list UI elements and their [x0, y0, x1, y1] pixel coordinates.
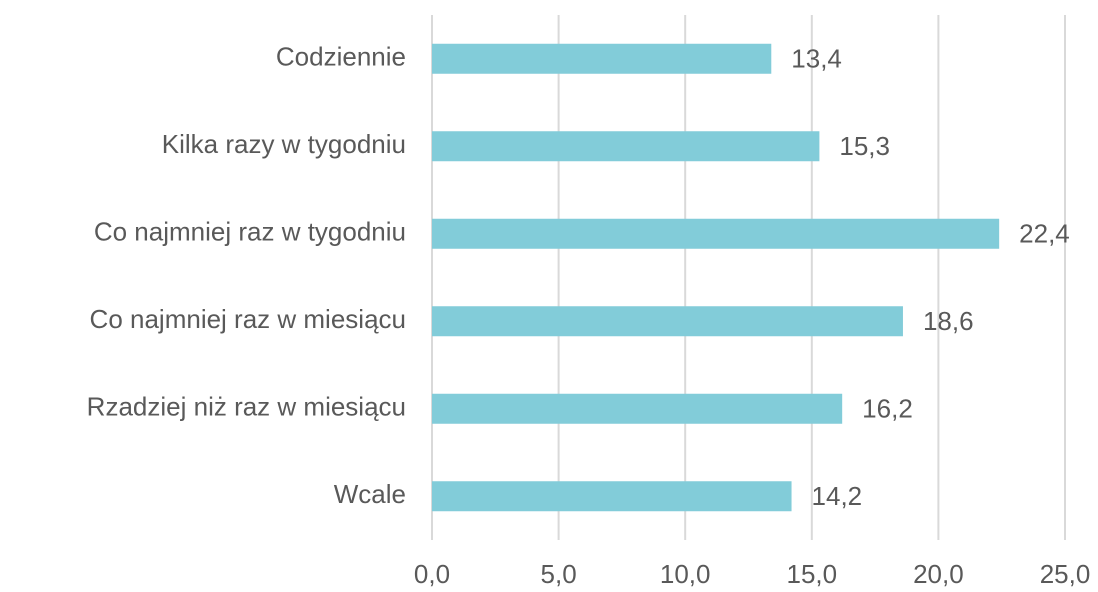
- data-label: 14,2: [812, 481, 863, 511]
- x-tick-label: 10,0: [660, 559, 711, 589]
- y-tick-label: Co najmniej raz w tygodniu: [94, 217, 406, 247]
- bar: [432, 218, 1000, 249]
- x-tick-label: 15,0: [786, 559, 837, 589]
- x-tick-label: 20,0: [913, 559, 964, 589]
- bar: [432, 131, 820, 162]
- x-tick-label: 25,0: [1040, 559, 1091, 589]
- data-label: 15,3: [839, 131, 890, 161]
- data-label: 16,2: [862, 394, 913, 424]
- data-label: 22,4: [1019, 219, 1070, 249]
- bar: [432, 481, 792, 512]
- bar: [432, 393, 843, 424]
- bar: [432, 43, 772, 74]
- x-tick-label: 0,0: [414, 559, 450, 589]
- y-tick-label: Wcale: [334, 479, 406, 509]
- bar: [432, 306, 903, 337]
- y-tick-label: Kilka razy w tygodniu: [162, 129, 406, 159]
- y-tick-label: Codziennie: [276, 42, 406, 72]
- y-tick-label: Rzadziej niż raz w miesiącu: [87, 392, 406, 422]
- data-label: 18,6: [923, 306, 974, 336]
- x-tick-label: 5,0: [541, 559, 577, 589]
- y-tick-label: Co najmniej raz w miesiącu: [90, 304, 406, 334]
- data-label: 13,4: [791, 44, 842, 74]
